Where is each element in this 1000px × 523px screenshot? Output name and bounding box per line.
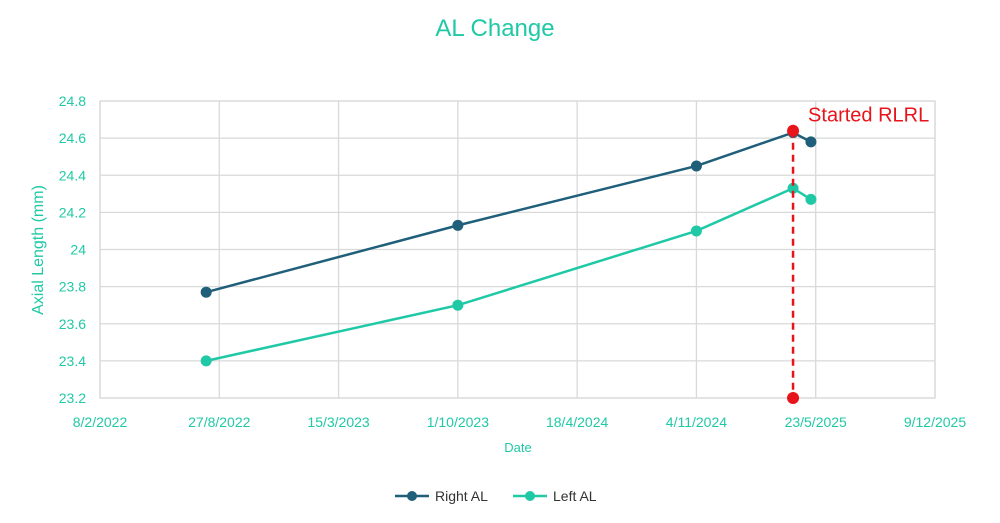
legend-entry-label: Left AL: [553, 488, 597, 504]
data-point-1-2: [690, 225, 702, 237]
x-tick-label: 8/2/2022: [73, 414, 128, 430]
x-tick-label: 18/4/2024: [546, 414, 608, 430]
y-tick-label: 23.8: [59, 279, 86, 295]
chart-title: AL Change: [435, 15, 554, 42]
legend-swatch-marker-1: [525, 491, 535, 501]
x-tick-label: 9/12/2025: [904, 414, 966, 430]
x-tick-label: 15/3/2023: [307, 414, 369, 430]
y-tick-label: 23.6: [59, 316, 86, 332]
plot-frame: [99, 100, 936, 399]
y-tick-labels: 23.2 23.4 23.6 23.8 24 24.2 24.4 24.6 24.8: [59, 93, 86, 406]
x-tick-label: 1/10/2023: [427, 414, 489, 430]
series-line-1: [205, 186, 812, 363]
grid: [99, 100, 936, 399]
y-tick-label: 24.6: [59, 130, 86, 146]
y-tick-label: 24: [70, 242, 86, 258]
series-group: [200, 127, 817, 367]
y-tick-label: 23.4: [59, 353, 86, 369]
legend-swatch-marker-0: [407, 491, 417, 501]
x-tick-label: 27/8/2022: [188, 414, 250, 430]
legend-entry-label: Right AL: [435, 488, 488, 504]
y-tick-label: 23.2: [59, 390, 86, 406]
annotation-label: Started RLRL: [808, 105, 929, 127]
y-tick-label: 24.8: [59, 93, 86, 109]
data-point-0-0: [200, 286, 212, 298]
annotation-marker-bottom: [787, 392, 800, 404]
data-point-1-4: [805, 193, 817, 205]
annotation-marker-top: [787, 124, 800, 137]
legend: Right AL Left AL: [395, 488, 597, 504]
x-tick-label: 23/5/2025: [785, 414, 847, 430]
x-tick-labels: 8/2/2022 27/8/2022 15/3/2023 1/10/2023 18/4/…: [73, 414, 967, 430]
data-point-1-3: [787, 182, 799, 194]
data-point-0-4: [805, 136, 817, 148]
x-axis-label: Date: [504, 440, 531, 455]
annotation-group: Started RLRL: [787, 105, 929, 404]
y-tick-label: 24.4: [59, 167, 86, 183]
y-axis-label: Axial Length (mm): [30, 185, 47, 315]
data-point-0-1: [452, 219, 464, 231]
data-point-0-2: [690, 160, 702, 172]
y-tick-label: 24.2: [59, 204, 86, 220]
data-point-1-0: [200, 355, 212, 367]
data-point-1-1: [452, 299, 464, 311]
x-tick-label: 4/11/2024: [666, 414, 727, 430]
